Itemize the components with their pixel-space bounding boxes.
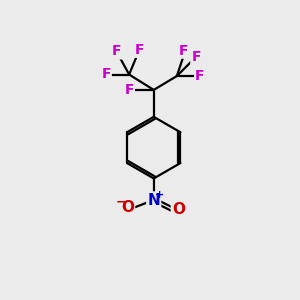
- Text: O: O: [172, 202, 185, 217]
- Text: F: F: [101, 68, 111, 82]
- Text: F: F: [195, 69, 205, 83]
- Text: F: F: [191, 50, 201, 64]
- Text: O: O: [121, 200, 134, 215]
- Text: F: F: [112, 44, 122, 58]
- Text: N: N: [147, 193, 160, 208]
- Text: +: +: [155, 190, 164, 200]
- Text: F: F: [135, 43, 145, 57]
- Text: F: F: [178, 44, 188, 58]
- Text: F: F: [124, 83, 134, 97]
- Text: −: −: [116, 195, 127, 208]
